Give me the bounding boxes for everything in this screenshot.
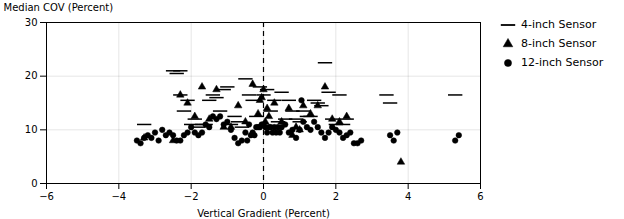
svg-text:6: 6 [477, 191, 483, 202]
svg-text:Vertical Gradient (Percent): Vertical Gradient (Percent) [197, 208, 330, 219]
html-text:4-inch Sensor: 4-inch Sensor [521, 18, 597, 31]
svg-text:4: 4 [405, 191, 411, 202]
html-text:8-inch Sensor: 8-inch Sensor [521, 37, 597, 50]
svg-text:2: 2 [333, 191, 339, 202]
svg-text:20: 20 [25, 70, 38, 81]
svg-text:10: 10 [25, 124, 38, 135]
svg-text:−4: −4 [111, 191, 126, 202]
svg-text:0: 0 [31, 178, 37, 189]
svg-text:Median COV (Percent): Median COV (Percent) [4, 2, 114, 13]
svg-text:30: 30 [25, 17, 38, 28]
svg-text:−2: −2 [184, 191, 199, 202]
html-text:12-inch Sensor: 12-inch Sensor [521, 56, 604, 69]
svg-text:0: 0 [260, 191, 266, 202]
svg-text:−6: −6 [39, 191, 54, 202]
